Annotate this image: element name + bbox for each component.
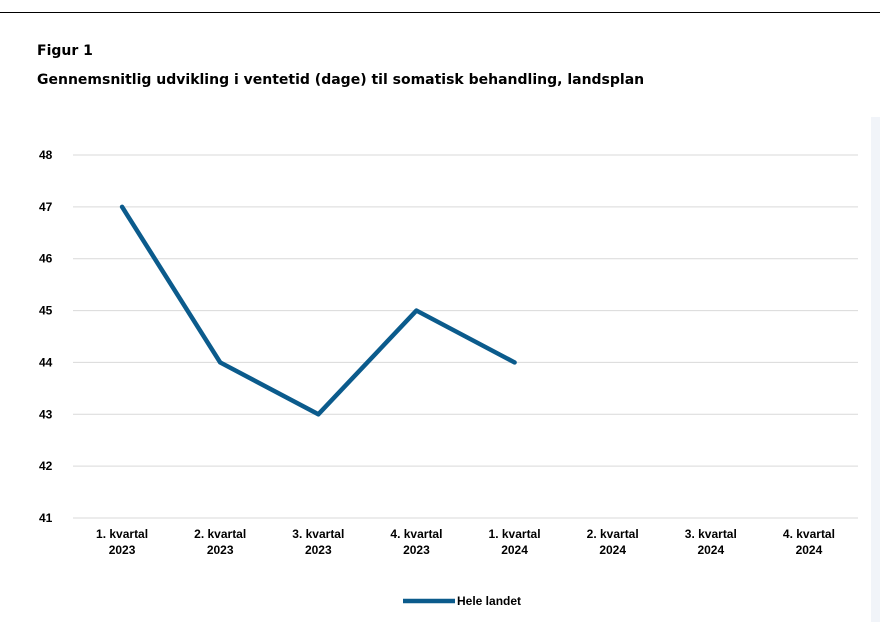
x-tick-label: 2. kvartal — [587, 527, 639, 541]
figure-label: Figur 1 — [37, 43, 93, 59]
data-point — [316, 412, 321, 417]
figure-title: Gennemsnitlig udvikling i ventetid (dage… — [37, 72, 645, 88]
x-tick-label: 2024 — [599, 543, 626, 557]
x-tick-label: 2024 — [796, 543, 823, 557]
x-tick-label: 2024 — [697, 543, 724, 557]
y-tick-label: 45 — [39, 304, 53, 318]
y-tick-label: 41 — [39, 511, 53, 525]
x-tick-label: 3. kvartal — [292, 527, 344, 541]
plot-area — [37, 117, 871, 622]
x-tick-label: 1. kvartal — [489, 527, 541, 541]
chart-panel: 41 42 43 44 45 46 47 48 1. kvartal 2023 2. kvartal… — [37, 117, 880, 622]
x-tick-label: 2023 — [403, 543, 430, 557]
data-point — [512, 360, 517, 365]
y-tick-label: 44 — [39, 355, 53, 369]
x-tick-label: 2023 — [207, 543, 234, 557]
y-tick-label: 48 — [39, 148, 53, 162]
data-point — [414, 308, 419, 313]
line-chart: 41 42 43 44 45 46 47 48 1. kvartal 2023 2. kvartal… — [37, 117, 871, 622]
y-tick-label: 43 — [39, 407, 53, 421]
x-tick-label: 2. kvartal — [194, 527, 246, 541]
x-tick-label: 2024 — [501, 543, 528, 557]
x-tick-label: 2023 — [305, 543, 332, 557]
x-tick-label: 4. kvartal — [783, 527, 835, 541]
y-tick-label: 47 — [39, 200, 53, 214]
data-point — [218, 360, 223, 365]
x-tick-label: 3. kvartal — [685, 527, 737, 541]
x-tick-label: 2023 — [109, 543, 136, 557]
data-point — [120, 204, 125, 209]
x-tick-label: 4. kvartal — [390, 527, 442, 541]
x-tick-label: 1. kvartal — [96, 527, 148, 541]
top-rule — [0, 12, 880, 13]
y-tick-label: 42 — [39, 459, 53, 473]
y-tick-label: 46 — [39, 252, 53, 266]
legend-label: Hele landet — [457, 594, 521, 608]
